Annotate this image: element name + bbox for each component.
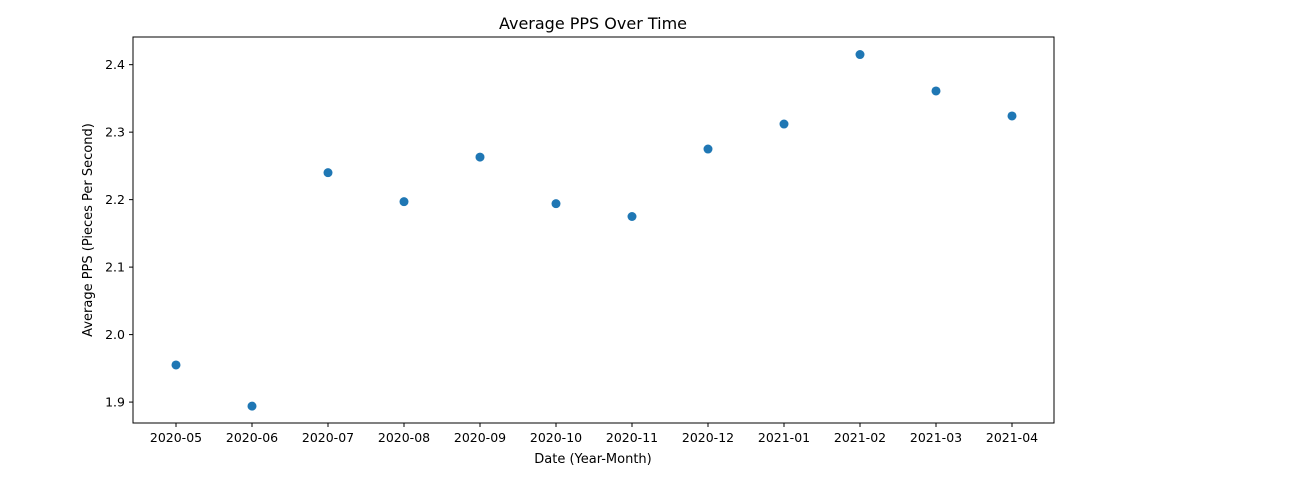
data-point	[323, 168, 333, 178]
x-tick-label: 2020-06	[226, 430, 278, 445]
x-axis-label: Date (Year-Month)	[534, 452, 651, 467]
plot-frame	[132, 36, 1055, 424]
x-tick-label: 2020-09	[454, 430, 506, 445]
x-tick-label: 2021-03	[910, 430, 962, 445]
x-tick-label: 2021-04	[986, 430, 1038, 445]
y-tick-label: 2.0	[105, 327, 125, 342]
y-tick-label: 2.2	[105, 192, 125, 207]
x-tick-label: 2021-01	[758, 430, 810, 445]
data-point	[779, 119, 789, 129]
y-tick-label: 2.3	[105, 125, 125, 140]
data-point	[475, 152, 485, 162]
x-tick-label: 2020-07	[302, 430, 354, 445]
x-tick-label: 2020-11	[606, 430, 658, 445]
data-point	[703, 144, 713, 154]
chart-title: Average PPS Over Time	[499, 14, 687, 33]
y-tick-label: 2.1	[105, 260, 125, 275]
data-point	[1007, 111, 1017, 121]
x-tick-label: 2021-02	[834, 430, 886, 445]
x-tick-label: 2020-08	[378, 430, 430, 445]
data-point	[551, 199, 561, 209]
y-tick-label: 1.9	[105, 395, 125, 410]
data-point	[247, 401, 257, 411]
data-point	[171, 360, 181, 370]
x-tick-label: 2020-12	[682, 430, 734, 445]
y-axis-label: Average PPS (Pieces Per Second)	[81, 123, 96, 337]
data-point	[855, 50, 865, 60]
y-tick-label: 2.4	[105, 57, 125, 72]
data-point	[931, 86, 941, 96]
data-point	[399, 197, 409, 207]
data-point	[627, 212, 637, 222]
x-tick-label: 2020-05	[150, 430, 202, 445]
x-tick-label: 2020-10	[530, 430, 582, 445]
